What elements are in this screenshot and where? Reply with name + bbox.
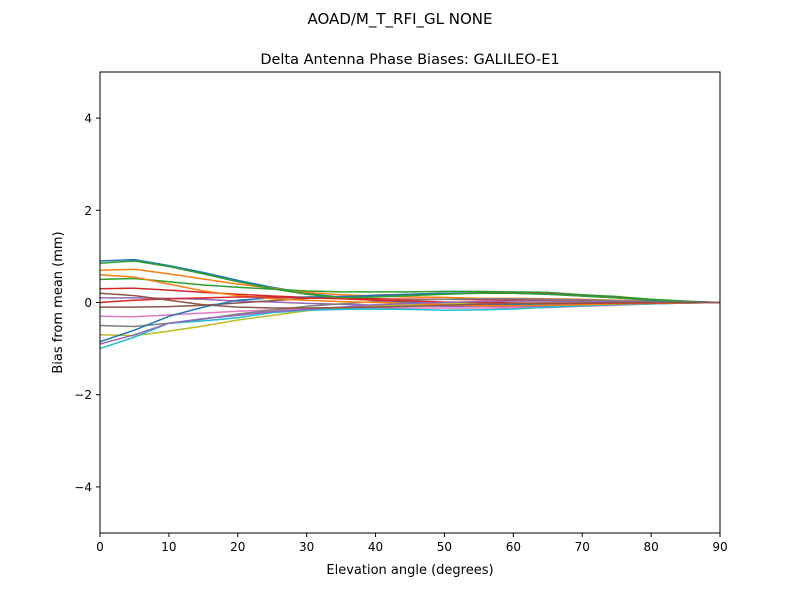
y-axis-label: Bias from mean (mm) — [51, 231, 66, 373]
x-tick-label: 40 — [368, 540, 383, 554]
y-tick-label: −2 — [74, 388, 92, 402]
x-tick-label: 70 — [575, 540, 590, 554]
series-line-10 — [99, 301, 721, 350]
x-tick-label: 0 — [96, 540, 104, 554]
x-tick-label: 20 — [230, 540, 245, 554]
y-tick-label: −4 — [74, 480, 92, 494]
x-tick-label: 80 — [643, 540, 658, 554]
y-tick-label: 2 — [84, 204, 92, 218]
series-line-13 — [99, 260, 721, 304]
x-axis-label: Elevation angle (degrees) — [326, 563, 493, 578]
y-tick-label: 4 — [84, 112, 92, 126]
x-tick-label: 30 — [299, 540, 314, 554]
series-line-16 — [99, 292, 720, 309]
y-axis: −4 −2 0 2 4 — [74, 112, 100, 494]
chart-title: Delta Antenna Phase Biases: GALILEO-E1 — [260, 52, 559, 68]
x-axis: 0 10 20 30 40 50 60 70 80 90 — [96, 533, 728, 554]
x-tick-label: 50 — [437, 540, 452, 554]
series-line-3 — [99, 277, 721, 304]
series-lines — [99, 258, 721, 350]
y-tick-label: 0 — [84, 296, 92, 310]
x-tick-label: 10 — [161, 540, 176, 554]
series-line-15 — [99, 300, 720, 345]
x-tick-label: 90 — [712, 540, 727, 554]
x-tick-label: 60 — [506, 540, 521, 554]
suptitle: AOAD/M_T_RFI_GL NONE — [308, 10, 493, 29]
